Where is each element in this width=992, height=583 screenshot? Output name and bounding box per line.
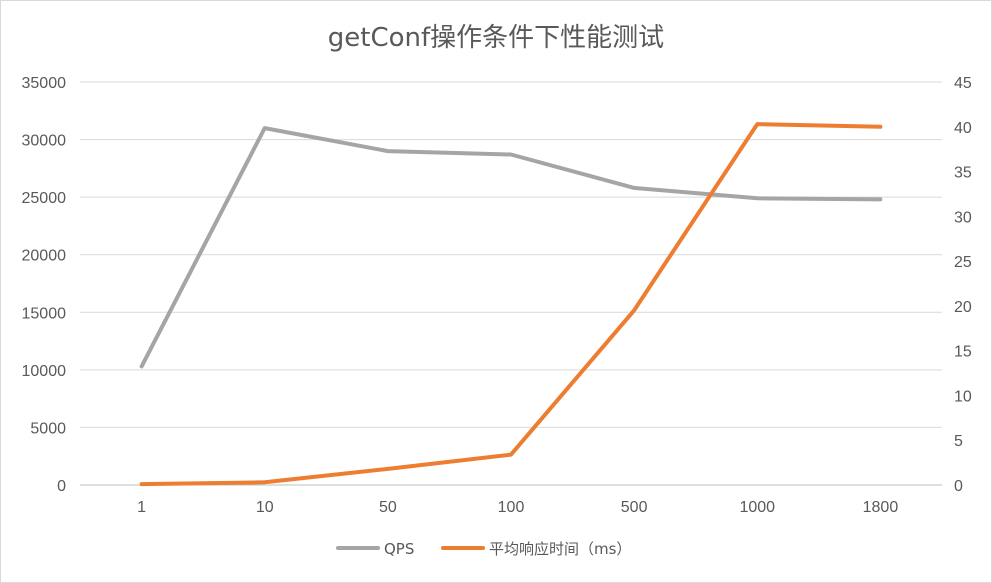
series-line-response-time	[139, 122, 883, 487]
right-tick-label: 45	[954, 75, 972, 92]
right-tick-label: 35	[954, 165, 972, 182]
series-line-qps	[139, 126, 883, 369]
right-tick-label: 15	[954, 344, 972, 361]
right-tick-label: 40	[954, 120, 972, 137]
x-tick-label: 10	[256, 499, 274, 516]
legend: QPS 平均响应时间（ms）	[336, 540, 631, 558]
left-tick-label: 15000	[22, 305, 67, 322]
x-tick-label: 500	[621, 499, 648, 516]
left-tick-label: 20000	[22, 248, 67, 265]
x-tick-label: 100	[498, 499, 525, 516]
x-tick-label: 1000	[739, 499, 775, 516]
right-tick-label: 20	[954, 299, 972, 316]
left-tick-label: 25000	[22, 190, 67, 207]
x-axis-ticks: 1 10 50 100 500 1000 1800	[137, 499, 898, 516]
right-tick-label: 10	[954, 388, 972, 405]
right-axis-ticks: 0 5 10 15 20 25 30 35 40 45	[954, 75, 972, 495]
x-tick-label: 50	[379, 499, 397, 516]
left-tick-label: 0	[57, 478, 66, 495]
legend-label: QPS	[384, 540, 414, 558]
right-tick-label: 25	[954, 254, 972, 271]
x-tick-label: 1	[137, 499, 146, 516]
left-tick-label: 30000	[22, 133, 67, 150]
series-lines	[139, 122, 883, 487]
right-tick-label: 5	[954, 433, 963, 450]
gridlines	[80, 81, 942, 486]
right-tick-label: 30	[954, 209, 972, 226]
left-axis-ticks: 0 5000 10000 15000 20000 25000 30000 35000	[22, 75, 67, 495]
left-tick-label: 35000	[22, 75, 67, 92]
left-tick-label: 10000	[22, 363, 67, 380]
x-tick-label: 1800	[863, 499, 899, 516]
legend-label: 平均响应时间（ms）	[489, 540, 631, 558]
chart-title: getConf操作条件下性能测试	[328, 23, 664, 53]
right-tick-label: 0	[954, 478, 963, 495]
left-tick-label: 5000	[30, 420, 66, 437]
